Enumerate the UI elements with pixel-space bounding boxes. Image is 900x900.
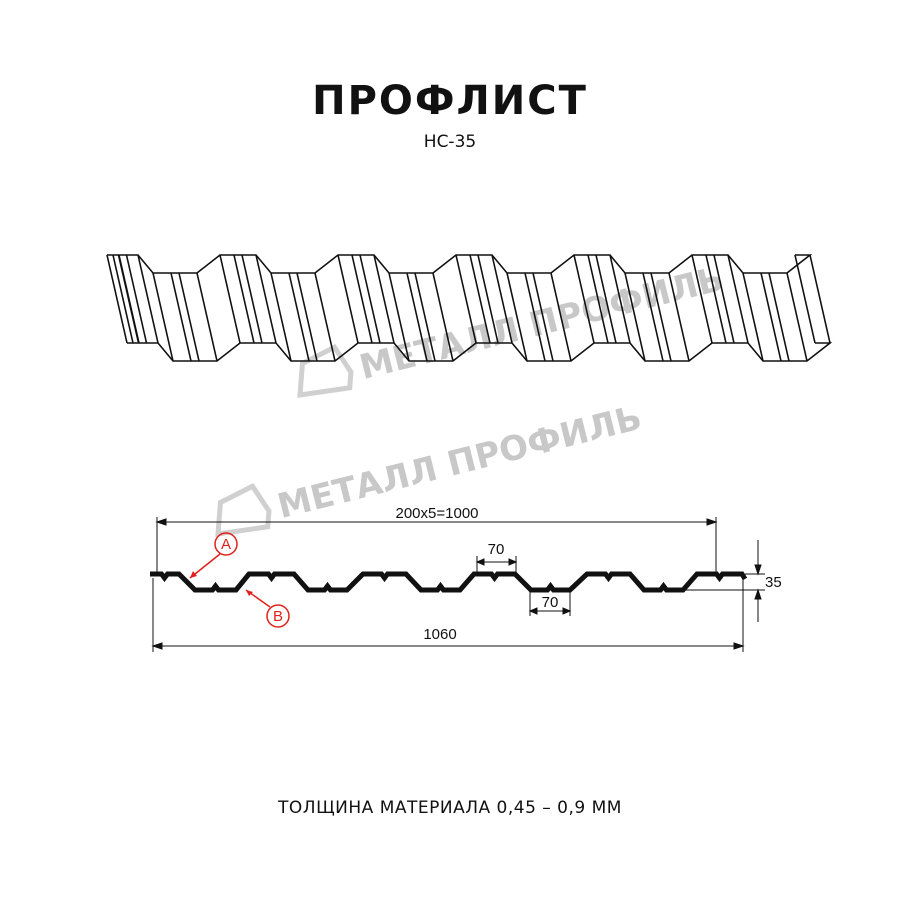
sheet-stiffener-line [595,254,617,344]
sheet-stiffener-line [642,272,664,362]
page-title: ПРОФЛИСТ [312,78,588,124]
sheet-fold-line [786,272,808,362]
total-width-dimension: 1060 [423,626,456,643]
sheet-stiffener-line [524,272,546,362]
sheet-edge-line [118,254,140,344]
height-dimension: 35 [765,574,782,591]
sheet-stiffener-line [477,254,499,344]
sheet-stiffener-line [587,254,609,344]
sheet-stiffener-line [469,254,491,344]
pitch-dimension: 200x5=1000 [396,505,479,522]
sheet-fold-line [373,254,395,344]
material-thickness: ТОЛЩИНА МАТЕРИАЛА 0,45 – 0,9 ММ [278,798,622,818]
sheet-stiffener-line [406,272,428,362]
sheet-perspective [106,254,833,362]
profile-line [150,571,748,593]
sheet-fold-line [550,272,572,362]
cross-section: 200x5=1000 70 70 35 1060 A B [150,505,782,652]
sheet-fold-line [742,272,764,362]
sheet-fold-line [609,254,631,344]
sheet-stiffener-line [713,254,735,344]
sheet-fold-line [106,254,128,344]
label-b: B [273,608,283,625]
sheet-stiffener-line [233,254,255,344]
sheet-stiffener-line [532,272,554,362]
sheet-stiffener-line [241,254,263,344]
sheet-fold-line [270,272,292,362]
sheet-stiffener-line [760,272,782,362]
sheet-fold-line [152,272,174,362]
sheet-fold-line [727,254,749,344]
sheet-top-edge [107,254,813,274]
sheet-stiffener-line [288,272,310,362]
sheet-stiffener-line [650,272,672,362]
sheet-fold-line [337,254,359,344]
sheet-stiffener-line [170,272,192,362]
sheet-stiffener-line [705,254,727,344]
sheet-stiffener-line [768,272,790,362]
sheet-fold-line [455,254,477,344]
sheet-fold-line [506,272,528,362]
sheet-fold-line [432,272,454,362]
sheet-stiffener-line [359,254,381,344]
top-flange-dimension: 70 [488,541,505,558]
sheet-fold-line [573,254,595,344]
sheet-fold-line [491,254,513,344]
sheet-fold-line [624,272,646,362]
sheet-stiffener-line [351,254,373,344]
model-subtitle: НС-35 [423,132,477,152]
sheet-fold-line [691,254,713,344]
sheet-fold-line [196,272,218,362]
sheet-fold-line [809,254,831,344]
sheet-fold-line [137,254,159,344]
sheet-stiffener-line [414,272,436,362]
sheet-fold-line [388,272,410,362]
sheet-stiffener-line [125,254,148,344]
sheet-fold-line [314,272,336,362]
sheet-stiffener-line [296,272,318,362]
sheet-fold-line [668,272,690,362]
watermark-text: МЕТАЛЛ ПРОФИЛЬ [356,259,728,388]
sheet-fold-line [794,254,816,344]
sheet-fold-line [219,254,241,344]
label-a: A [221,536,231,553]
sheet-edge-line [112,254,134,344]
bottom-flange-dimension: 70 [542,594,559,611]
sheet-fold-line [255,254,277,344]
sheet-bottom-edge [127,342,833,362]
sheet-stiffener-line [178,272,200,362]
